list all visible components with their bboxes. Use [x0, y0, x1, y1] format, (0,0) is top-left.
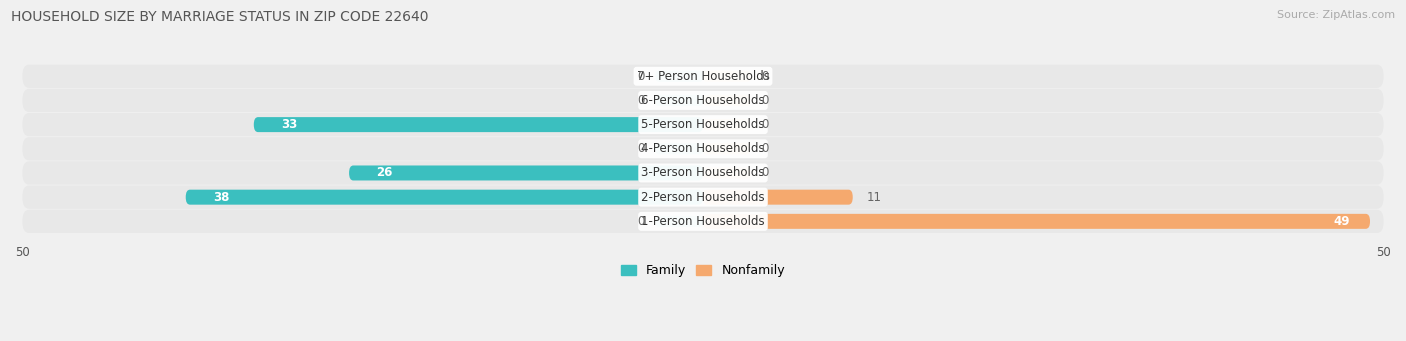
FancyBboxPatch shape — [703, 190, 852, 205]
Text: 11: 11 — [866, 191, 882, 204]
FancyBboxPatch shape — [22, 113, 1384, 136]
FancyBboxPatch shape — [703, 71, 751, 82]
Text: 5-Person Households: 5-Person Households — [641, 118, 765, 131]
FancyBboxPatch shape — [22, 137, 1384, 160]
Text: 38: 38 — [212, 191, 229, 204]
Text: 49: 49 — [1333, 215, 1350, 228]
Text: 33: 33 — [281, 118, 297, 131]
Text: 0: 0 — [637, 215, 644, 228]
Legend: Family, Nonfamily: Family, Nonfamily — [616, 259, 790, 282]
FancyBboxPatch shape — [655, 95, 703, 106]
Text: 0: 0 — [762, 94, 769, 107]
Text: 1-Person Households: 1-Person Households — [641, 215, 765, 228]
Text: 0: 0 — [762, 166, 769, 179]
FancyBboxPatch shape — [22, 186, 1384, 209]
FancyBboxPatch shape — [22, 161, 1384, 184]
Text: 0: 0 — [762, 118, 769, 131]
Text: 3-Person Households: 3-Person Households — [641, 166, 765, 179]
FancyBboxPatch shape — [703, 214, 1369, 229]
Text: 4-Person Households: 4-Person Households — [641, 142, 765, 155]
Text: 0: 0 — [637, 70, 644, 83]
Text: 0: 0 — [637, 94, 644, 107]
Text: 26: 26 — [377, 166, 392, 179]
FancyBboxPatch shape — [22, 210, 1384, 233]
FancyBboxPatch shape — [186, 190, 703, 205]
Text: 0: 0 — [637, 142, 644, 155]
Text: 7+ Person Households: 7+ Person Households — [637, 70, 769, 83]
Text: 2-Person Households: 2-Person Households — [641, 191, 765, 204]
Text: 0: 0 — [762, 70, 769, 83]
Text: Source: ZipAtlas.com: Source: ZipAtlas.com — [1277, 10, 1395, 20]
Text: 0: 0 — [762, 142, 769, 155]
FancyBboxPatch shape — [349, 165, 703, 180]
FancyBboxPatch shape — [703, 143, 751, 154]
FancyBboxPatch shape — [22, 89, 1384, 112]
FancyBboxPatch shape — [703, 167, 751, 179]
FancyBboxPatch shape — [655, 216, 703, 227]
FancyBboxPatch shape — [703, 119, 751, 130]
Text: 6-Person Households: 6-Person Households — [641, 94, 765, 107]
FancyBboxPatch shape — [655, 143, 703, 154]
FancyBboxPatch shape — [655, 71, 703, 82]
Text: HOUSEHOLD SIZE BY MARRIAGE STATUS IN ZIP CODE 22640: HOUSEHOLD SIZE BY MARRIAGE STATUS IN ZIP… — [11, 10, 429, 24]
FancyBboxPatch shape — [254, 117, 703, 132]
FancyBboxPatch shape — [22, 65, 1384, 88]
FancyBboxPatch shape — [703, 95, 751, 106]
